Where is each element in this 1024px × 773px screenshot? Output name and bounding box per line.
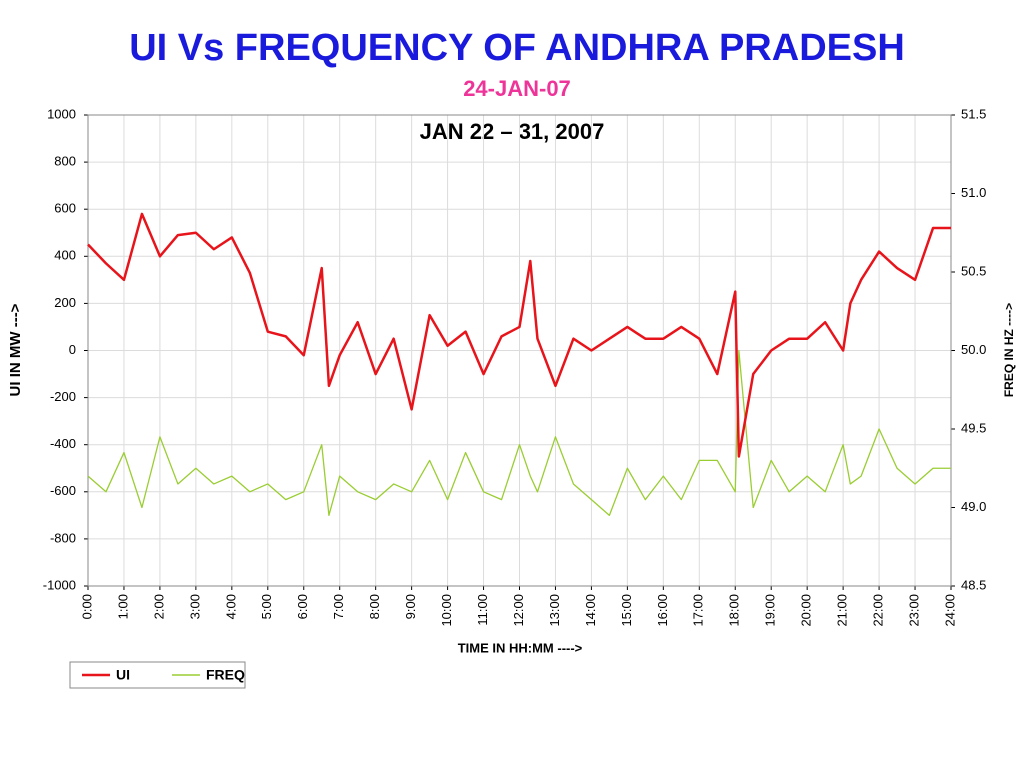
x-tick-label: 6:00	[295, 594, 310, 619]
y-tick-label: 0	[69, 342, 76, 357]
y-tick-label: -800	[50, 530, 76, 545]
x-tick-label: 13:00	[547, 594, 562, 627]
y2-tick-label: 50.0	[961, 342, 986, 357]
x-tick-label: 1:00	[115, 594, 130, 619]
x-tick-label: 16:00	[655, 594, 670, 627]
y2-axis-label: FREQ IN HZ ---->	[1002, 303, 1016, 397]
x-tick-label: 14:00	[583, 594, 598, 627]
y-tick-label: -400	[50, 436, 76, 451]
x-tick-label: 10:00	[439, 594, 454, 627]
chart-title: UI Vs FREQUENCY OF ANDHRA PRADESH	[129, 27, 905, 69]
y-tick-label: 800	[54, 154, 76, 169]
x-tick-label: 12:00	[511, 594, 526, 627]
chart-subtitle: 24-JAN-07	[463, 76, 571, 101]
series-line	[87, 349, 951, 516]
x-tick-label: 17:00	[691, 594, 706, 627]
annotation: JAN 22 – 31, 2007	[420, 119, 605, 144]
x-tick-label: 18:00	[727, 594, 742, 627]
series-line	[87, 212, 951, 458]
y-tick-label: -1000	[43, 577, 76, 592]
x-tick-label: 3:00	[187, 594, 202, 619]
x-tick-label: 11:00	[475, 594, 490, 626]
y2-tick-label: 51.0	[961, 185, 986, 200]
legend-label: FREQ	[206, 667, 245, 683]
x-tick-label: 4:00	[223, 594, 238, 619]
x-tick-label: 15:00	[619, 594, 634, 627]
plot-frame	[87, 114, 952, 587]
y-tick-label: 200	[54, 295, 76, 310]
x-axis-label: TIME IN HH:MM ---->	[458, 640, 583, 655]
y2-tick-label: 50.5	[961, 263, 986, 278]
x-tick-label: 2:00	[151, 594, 166, 619]
x-tick-label: 0:00	[79, 594, 94, 619]
legend-label: UI	[116, 667, 130, 683]
x-tick-label: 20:00	[799, 594, 814, 627]
x-tick-label: 23:00	[906, 594, 921, 627]
y-tick-label: -600	[50, 483, 76, 498]
x-tick-label: 24:00	[942, 594, 957, 627]
y2-tick-label: 48.5	[961, 577, 986, 592]
y2-tick-label: 49.5	[961, 420, 986, 435]
y-tick-label: 1000	[47, 106, 76, 121]
x-tick-label: 7:00	[331, 594, 346, 619]
x-tick-label: 8:00	[367, 594, 382, 619]
x-tick-label: 9:00	[403, 594, 418, 619]
y-tick-label: 600	[54, 201, 76, 216]
x-tick-label: 22:00	[871, 594, 886, 627]
y2-tick-label: 49.0	[961, 499, 986, 514]
x-tick-label: 5:00	[259, 594, 274, 619]
y-axis-label: UI IN MW --->	[7, 303, 24, 396]
y-tick-label: 400	[54, 248, 76, 263]
x-tick-label: 21:00	[835, 594, 850, 627]
y2-tick-label: 51.5	[961, 106, 986, 121]
y-tick-label: -200	[50, 389, 76, 404]
x-tick-label: 19:00	[763, 594, 778, 627]
